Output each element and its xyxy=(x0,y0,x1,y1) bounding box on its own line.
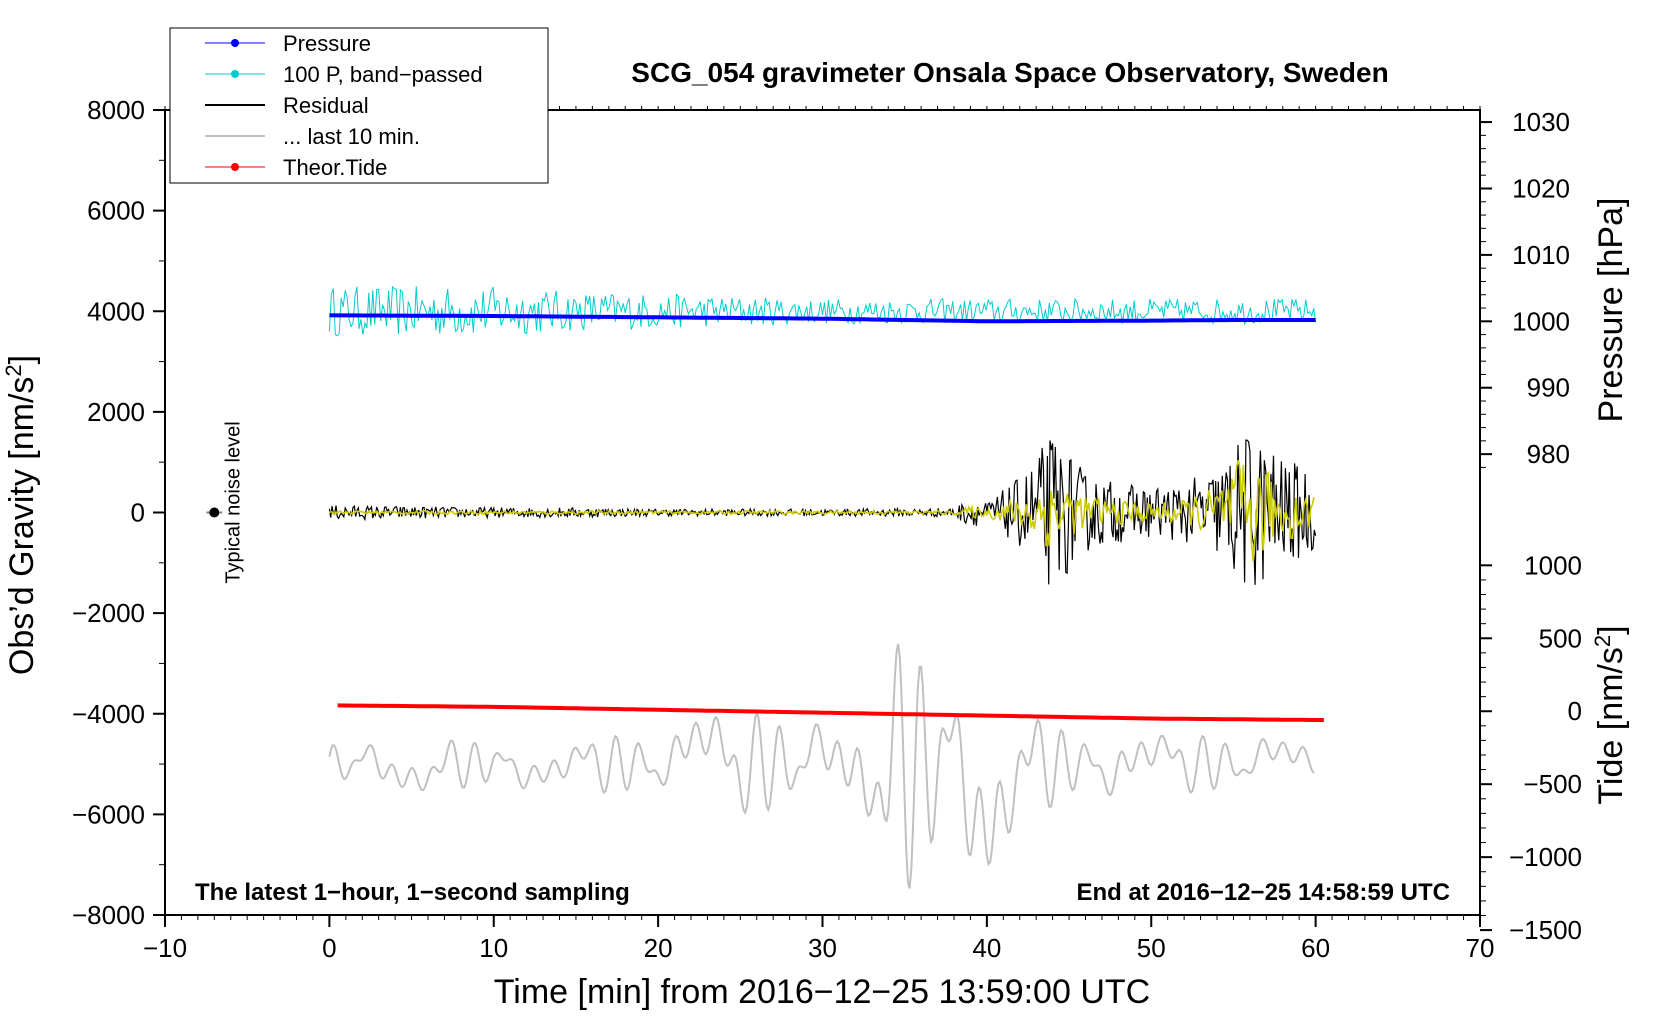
axis-ticks xyxy=(153,106,1492,932)
y-pressure-tick-label: 1020 xyxy=(1512,173,1570,203)
y-pressure-tick-label: 1030 xyxy=(1512,107,1570,137)
y-pressure-tick-label: 990 xyxy=(1527,373,1570,403)
y-left-axis-title-end: ] xyxy=(3,355,41,364)
y-left-tick-labels: 8000 6000 4000 2000 0 −2000 −4000 −6000 −8000 xyxy=(72,95,145,930)
y-left-tick-label: −6000 xyxy=(72,799,145,829)
x-tick-labels: −10 0 10 20 30 40 50 60 70 xyxy=(143,933,1495,963)
x-tick-label: −10 xyxy=(143,933,187,963)
annotation-bottom-left: The latest 1−hour, 1−second sampling xyxy=(195,879,630,906)
series-theor-tide-line xyxy=(337,703,1324,722)
y-pressure-axis-title: Pressure [hPa] xyxy=(1592,198,1630,423)
noise-level-marker: Typical noise level xyxy=(206,421,244,584)
y-left-tick-label: 0 xyxy=(131,498,145,528)
series-layer xyxy=(328,286,1324,889)
y-left-tick-label: 2000 xyxy=(87,397,145,427)
y-left-axis-title: Obs’d Gravity [nm/s2] xyxy=(1,355,41,675)
legend-swatch-marker xyxy=(231,70,239,78)
y-pressure-tick-label: 980 xyxy=(1527,439,1570,469)
y-tide-tick-label: −1500 xyxy=(1509,915,1582,945)
y-pressure-tick-labels: 1030 1020 1010 1000 990 980 xyxy=(1512,107,1570,469)
y-left-tick-label: 8000 xyxy=(87,95,145,125)
legend-label: Pressure xyxy=(283,31,371,56)
y-tide-tick-label: 1000 xyxy=(1524,550,1582,580)
legend-label: Residual xyxy=(283,93,369,118)
y-left-tick-label: −4000 xyxy=(72,699,145,729)
y-left-axis-title-sup: 2 xyxy=(1,364,26,376)
y-tide-tick-labels: 1000 500 0 −500 −1000 −1500 xyxy=(1509,550,1582,945)
chart-title: SCG_054 gravimeter Onsala Space Observat… xyxy=(631,57,1388,88)
noise-level-dot xyxy=(209,507,220,518)
legend-label: 100 P, band−passed xyxy=(283,62,483,87)
y-tide-tick-label: 500 xyxy=(1539,623,1582,653)
x-tick-label: 20 xyxy=(644,933,673,963)
y-left-tick-label: 4000 xyxy=(87,296,145,326)
y-tide-tick-label: −1000 xyxy=(1509,842,1582,872)
y-tide-axis-title-sup: 2 xyxy=(1590,635,1615,647)
series-residual-line xyxy=(328,439,1317,585)
legend-label: Theor.Tide xyxy=(283,155,387,180)
legend-swatch-marker xyxy=(231,39,239,47)
y-left-axis-title-main: Obs’d Gravity [nm/s xyxy=(3,377,41,676)
y-tide-tick-label: −500 xyxy=(1523,769,1582,799)
y-tide-axis-title-end: ] xyxy=(1592,625,1630,634)
x-tick-label: 0 xyxy=(322,933,336,963)
x-tick-label: 40 xyxy=(972,933,1001,963)
legend: Pressure 100 P, band−passed Residual ... la… xyxy=(169,27,549,184)
legend-label: ... last 10 min. xyxy=(283,124,420,149)
series-last-10-min-line xyxy=(328,643,1315,889)
series-pressure-line xyxy=(329,313,1316,324)
noise-level-label: Typical noise level xyxy=(222,421,244,583)
x-tick-label: 50 xyxy=(1137,933,1166,963)
y-left-tick-label: 6000 xyxy=(87,196,145,226)
y-tide-axis-title: Tide [nm/s2] xyxy=(1590,625,1630,804)
y-pressure-tick-label: 1010 xyxy=(1512,240,1570,270)
annotation-bottom-right: End at 2016−12−25 14:58:59 UTC xyxy=(1076,879,1450,906)
y-left-tick-label: −2000 xyxy=(72,598,145,628)
legend-swatch-marker xyxy=(231,163,239,171)
y-tide-axis-title-main: Tide [nm/s xyxy=(1592,647,1630,804)
y-tide-tick-label: 0 xyxy=(1568,696,1582,726)
x-tick-label: 10 xyxy=(479,933,508,963)
x-axis-title: Time [min] from 2016−12−25 13:59:00 UTC xyxy=(494,973,1150,1011)
y-pressure-tick-label: 1000 xyxy=(1512,306,1570,336)
series-band-passed-pressure-line xyxy=(328,286,1317,337)
y-left-tick-label: −8000 xyxy=(72,900,145,930)
x-tick-label: 30 xyxy=(808,933,837,963)
series-residual-filtered-line xyxy=(329,460,1315,562)
x-tick-label: 70 xyxy=(1466,933,1495,963)
x-tick-label: 60 xyxy=(1301,933,1330,963)
